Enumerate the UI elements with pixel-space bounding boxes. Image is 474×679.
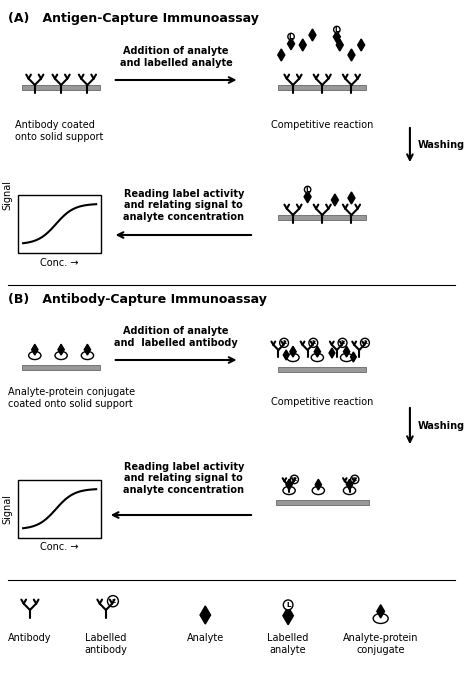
Text: Conc. →: Conc. → [40, 542, 78, 552]
Ellipse shape [340, 354, 353, 361]
Polygon shape [350, 352, 356, 362]
Text: Signal: Signal [2, 180, 12, 210]
Polygon shape [286, 479, 292, 490]
Ellipse shape [283, 486, 295, 494]
Polygon shape [290, 346, 296, 357]
Text: L: L [282, 340, 286, 346]
FancyBboxPatch shape [278, 367, 366, 372]
FancyBboxPatch shape [276, 500, 368, 505]
Circle shape [361, 338, 369, 348]
Text: L: L [292, 477, 296, 482]
Text: Addition of analyte
and labelled analyte: Addition of analyte and labelled analyte [120, 46, 232, 68]
Polygon shape [32, 344, 38, 355]
Text: Reading label activity
and relating signal to
analyte concentration: Reading label activity and relating sign… [123, 189, 245, 222]
FancyBboxPatch shape [18, 480, 101, 538]
Text: Addition of analyte
and  labelled antibody: Addition of analyte and labelled antibod… [114, 327, 238, 348]
Polygon shape [358, 39, 365, 51]
Polygon shape [314, 346, 320, 357]
Polygon shape [329, 348, 335, 358]
Polygon shape [283, 607, 293, 625]
Circle shape [288, 33, 294, 40]
Text: Reading label activity
and relating signal to
analyte concentration: Reading label activity and relating sign… [123, 462, 245, 495]
Text: (A)   Antigen-Capture Immunoassay: (A) Antigen-Capture Immunoassay [9, 12, 259, 25]
Text: Analyte-protein
conjugate: Analyte-protein conjugate [343, 633, 419, 655]
Text: (B)   Antibody-Capture Immunoassay: (B) Antibody-Capture Immunoassay [9, 293, 267, 306]
Text: Antibody coated
onto solid support: Antibody coated onto solid support [15, 120, 104, 142]
Ellipse shape [343, 486, 356, 494]
Polygon shape [283, 350, 289, 360]
Text: Conc. →: Conc. → [40, 258, 78, 268]
FancyBboxPatch shape [278, 215, 366, 220]
Polygon shape [84, 344, 91, 355]
Polygon shape [348, 192, 355, 204]
Circle shape [334, 26, 340, 33]
Polygon shape [58, 344, 64, 355]
FancyBboxPatch shape [18, 195, 101, 253]
Polygon shape [336, 39, 343, 51]
Text: Antibody: Antibody [8, 633, 52, 643]
Circle shape [283, 600, 293, 610]
Ellipse shape [373, 614, 388, 623]
Text: L: L [353, 477, 357, 482]
Polygon shape [200, 606, 210, 624]
Text: L: L [363, 340, 367, 346]
Circle shape [280, 338, 289, 348]
Polygon shape [278, 49, 285, 61]
Text: Competitive reaction: Competitive reaction [271, 397, 374, 407]
Text: Washing: Washing [418, 140, 465, 150]
Text: L: L [311, 340, 315, 346]
FancyBboxPatch shape [278, 85, 366, 90]
Circle shape [290, 475, 299, 483]
Text: Competitive reaction: Competitive reaction [271, 120, 374, 130]
Text: L: L [111, 599, 115, 604]
Polygon shape [299, 39, 306, 51]
Polygon shape [288, 38, 294, 50]
Text: Labelled
analyte: Labelled analyte [267, 633, 309, 655]
Polygon shape [304, 191, 311, 203]
Ellipse shape [55, 352, 67, 360]
Polygon shape [348, 49, 355, 61]
Polygon shape [309, 29, 316, 41]
Text: Labelled
antibody: Labelled antibody [84, 633, 128, 655]
Text: Washing: Washing [418, 421, 465, 431]
Polygon shape [333, 31, 340, 43]
FancyBboxPatch shape [22, 85, 100, 90]
Circle shape [351, 475, 359, 483]
Ellipse shape [311, 354, 323, 361]
Ellipse shape [312, 486, 325, 494]
Text: L: L [286, 602, 290, 608]
Text: Analyte-protein conjugate
coated onto solid support: Analyte-protein conjugate coated onto so… [9, 387, 136, 409]
Text: L: L [340, 340, 345, 346]
Text: L: L [289, 33, 293, 39]
Polygon shape [377, 605, 384, 618]
Circle shape [108, 595, 118, 607]
Polygon shape [315, 479, 321, 490]
Ellipse shape [28, 352, 41, 360]
Text: L: L [335, 26, 339, 33]
Polygon shape [346, 479, 353, 490]
Circle shape [338, 338, 347, 348]
Circle shape [304, 186, 311, 193]
Polygon shape [344, 346, 350, 357]
Polygon shape [331, 194, 338, 206]
Text: L: L [305, 187, 310, 193]
Circle shape [309, 338, 318, 348]
Text: Analyte: Analyte [187, 633, 224, 643]
Text: Signal: Signal [2, 494, 12, 524]
FancyBboxPatch shape [22, 365, 100, 370]
Ellipse shape [81, 352, 93, 360]
Ellipse shape [287, 354, 299, 361]
